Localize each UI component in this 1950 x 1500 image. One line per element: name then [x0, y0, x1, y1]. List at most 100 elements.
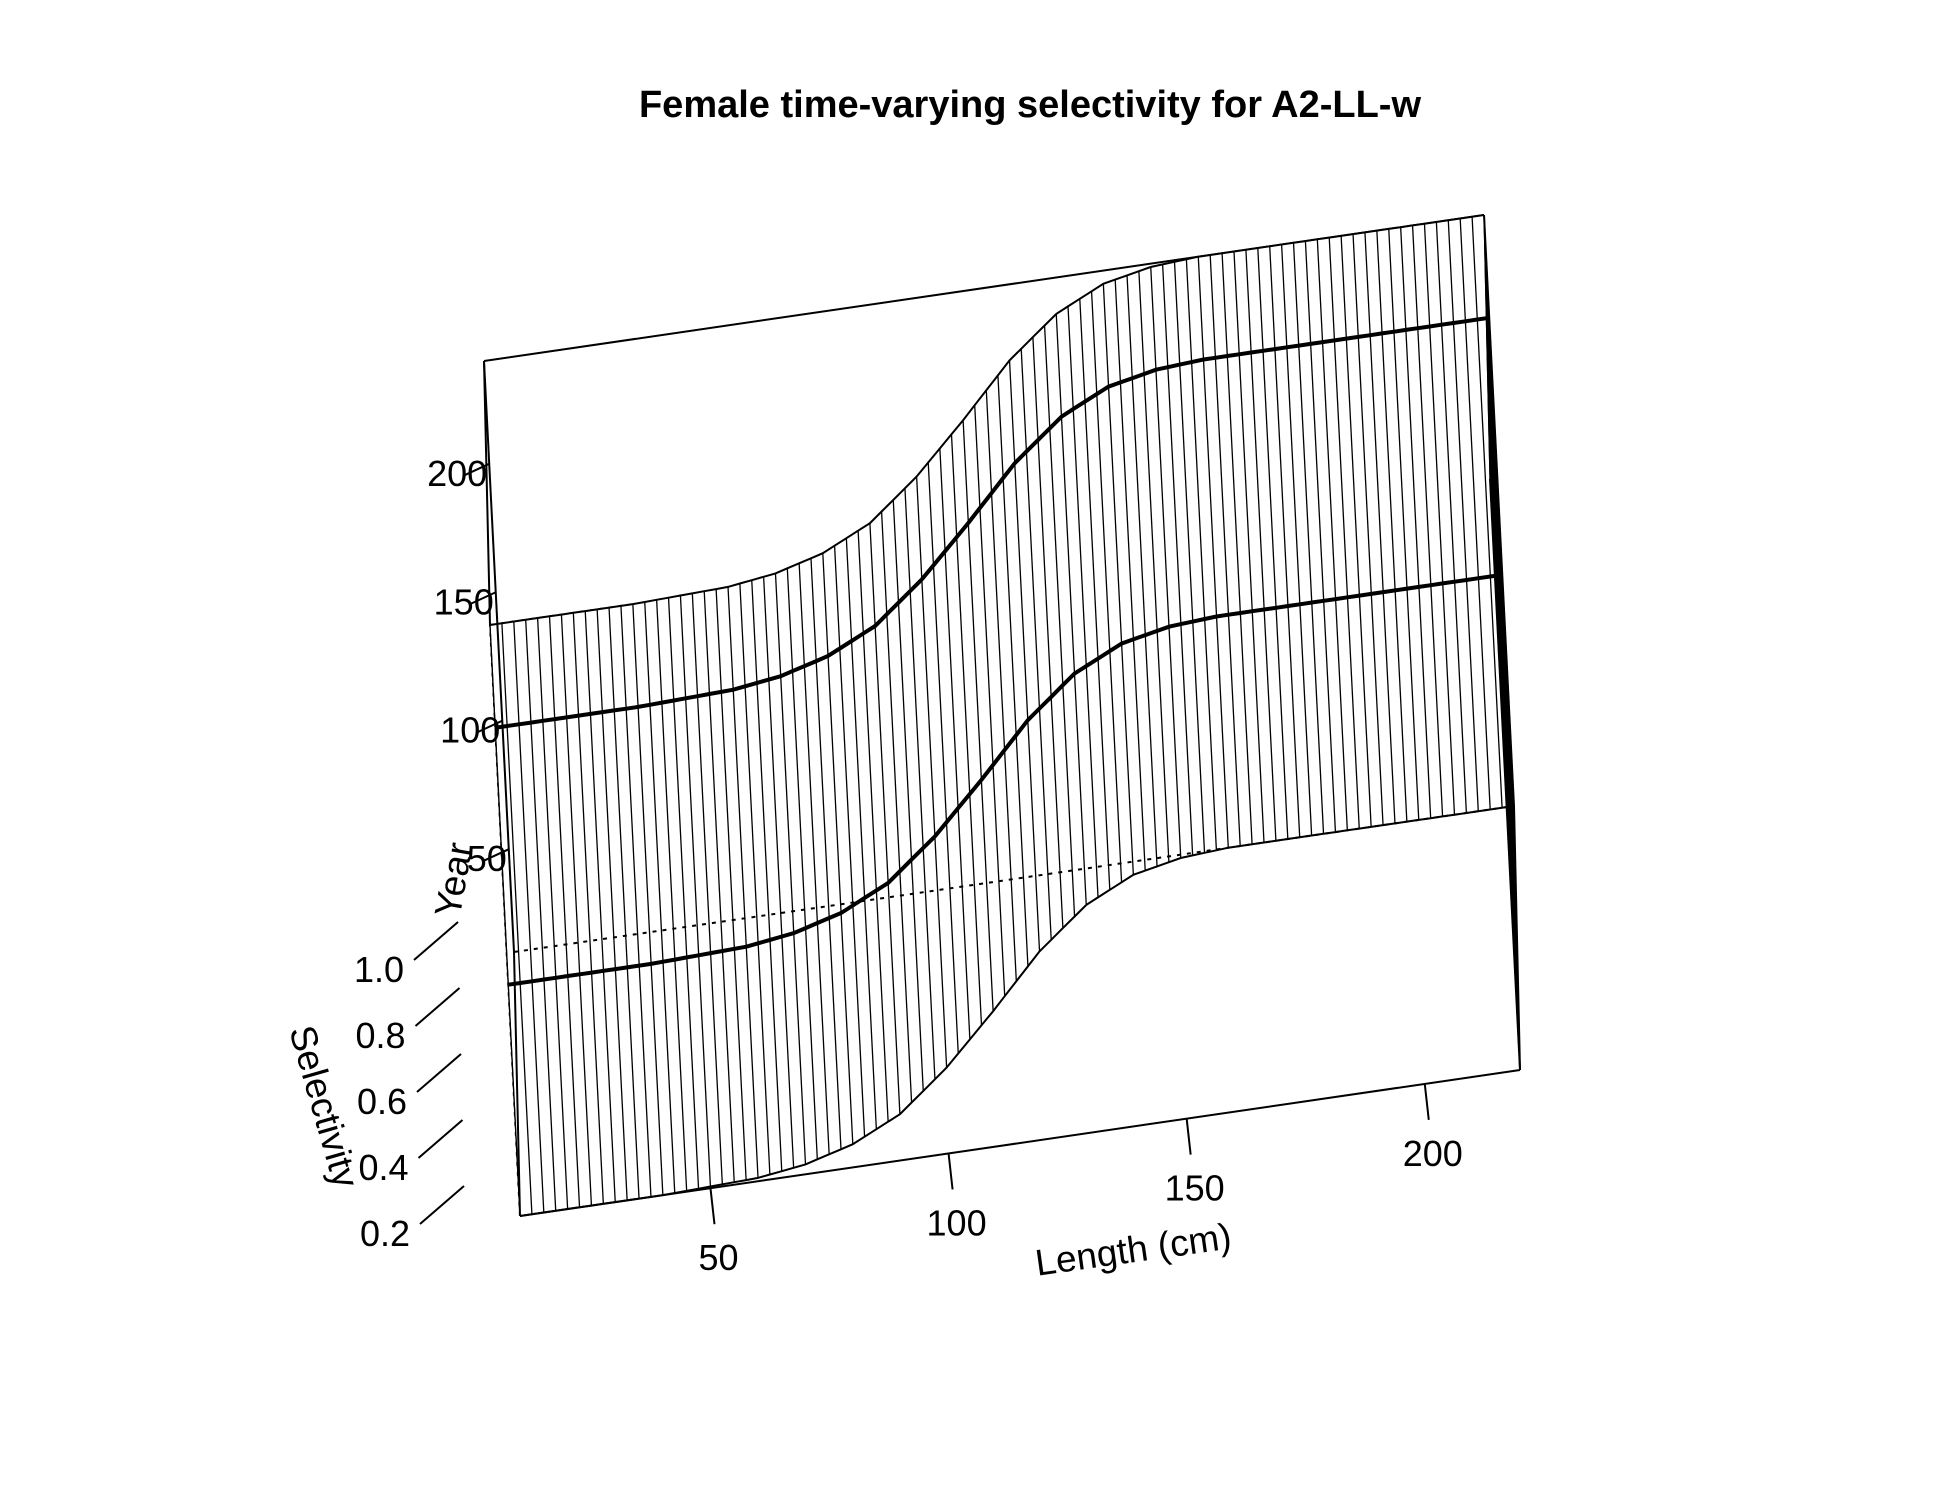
back-profile: [489, 214, 1485, 626]
mesh-line: [1197, 256, 1229, 848]
mesh-line: [786, 568, 818, 1160]
z-tick-label: 0.2: [360, 1213, 410, 1254]
mesh-line: [1067, 306, 1099, 898]
box-edge: [1489, 478, 1521, 1071]
x-tick-label: 100: [927, 1202, 987, 1243]
mesh-line: [644, 601, 676, 1194]
mesh-line: [985, 390, 1017, 982]
mesh-line: [679, 595, 712, 1187]
mesh-line: [525, 619, 557, 1211]
y-tick-label: 150: [434, 581, 494, 622]
end-face-line: [1483, 214, 1491, 480]
mesh-line: [1316, 239, 1348, 831]
mesh-line: [974, 405, 1006, 997]
mesh-line: [727, 586, 759, 1178]
mesh-line: [1079, 298, 1111, 890]
mesh-line: [1090, 291, 1123, 883]
z-tick: [413, 921, 459, 961]
mesh-line: [1138, 271, 1170, 863]
y-axis-label: Year: [427, 839, 480, 920]
year-profile: [508, 572, 1503, 987]
mesh-line: [739, 583, 771, 1175]
y-tick: [469, 591, 497, 606]
mesh-line: [572, 612, 604, 1204]
mesh-line: [703, 591, 735, 1183]
mesh-line: [715, 589, 747, 1181]
mesh-line: [608, 607, 640, 1199]
mesh-line: [1388, 228, 1420, 820]
mesh-line: [1376, 230, 1408, 822]
mesh-line: [1126, 275, 1158, 867]
z-tick: [414, 987, 461, 1027]
x-axis-label: Length (cm): [1033, 1216, 1234, 1284]
x-tick-label: 50: [698, 1237, 738, 1278]
mesh-line: [548, 616, 581, 1208]
y-tick: [482, 848, 510, 863]
mesh-line: [1280, 244, 1313, 836]
mesh-line: [997, 375, 1029, 967]
x-tick: [1423, 1083, 1430, 1121]
mesh-line: [655, 599, 688, 1191]
z-tick: [417, 1119, 464, 1159]
mesh-line: [1233, 251, 1265, 843]
mesh-line: [584, 611, 616, 1203]
mesh-line: [904, 488, 936, 1080]
mesh-line: [822, 553, 854, 1145]
mesh-line: [1257, 247, 1289, 840]
mesh-line: [1008, 360, 1041, 952]
mesh-line: [1364, 232, 1396, 824]
mesh-line: [1209, 254, 1241, 847]
mesh-line: [632, 604, 664, 1196]
mesh-line: [1459, 218, 1491, 810]
mesh-line: [1411, 225, 1444, 817]
mesh-line: [939, 448, 971, 1040]
mesh-line: [560, 614, 593, 1206]
z-tick-label: 0.6: [357, 1081, 407, 1122]
mesh-line: [950, 434, 983, 1026]
year-profile: [494, 315, 1490, 730]
mesh-line: [1161, 264, 1194, 856]
mesh-line: [1269, 246, 1301, 838]
box-edge: [483, 360, 491, 626]
chart-title: Female time-varying selectivity for A2-L…: [639, 84, 1421, 126]
z-tick-label: 0.8: [355, 1015, 405, 1056]
mesh-line: [1435, 221, 1468, 813]
mesh-line: [798, 563, 830, 1155]
box-edge: [483, 360, 515, 953]
mesh-line: [892, 499, 924, 1091]
box-edge: [1513, 805, 1521, 1071]
z-tick-label: 0.4: [358, 1147, 408, 1188]
mesh-line: [869, 523, 901, 1115]
mesh-line: [810, 558, 842, 1150]
mesh-line: [1020, 348, 1052, 940]
mesh-line: [1114, 279, 1146, 871]
y-tick-label: 50: [467, 838, 507, 879]
z-tick: [416, 1053, 462, 1093]
mesh-line: [880, 511, 913, 1103]
surface-fill: [490, 215, 1514, 1216]
mesh-line: [1292, 242, 1325, 834]
surface-mesh: [489, 214, 1521, 1217]
mesh-line: [596, 609, 628, 1201]
x-tick: [1185, 1118, 1192, 1155]
x-tick: [709, 1188, 716, 1225]
mesh-line: [513, 621, 545, 1213]
z-tick-label: 1.0: [354, 949, 404, 990]
mesh-line: [501, 623, 533, 1215]
surface-left-face: [489, 624, 521, 1217]
mesh-line: [620, 605, 652, 1197]
mesh-line: [751, 580, 783, 1172]
x-tick-label: 200: [1403, 1133, 1463, 1174]
box-edge: [513, 951, 521, 1217]
mesh-line: [915, 476, 948, 1068]
mesh-line: [1055, 313, 1087, 905]
box-front-edges: [483, 214, 1521, 1217]
mesh-line: [927, 462, 959, 1054]
box-edge: [519, 1069, 1521, 1217]
box-edge: [1483, 214, 1515, 807]
mesh-line: [774, 573, 807, 1165]
mesh-line: [833, 545, 866, 1137]
mesh-line: [1221, 253, 1253, 845]
mesh-line: [1102, 283, 1134, 875]
